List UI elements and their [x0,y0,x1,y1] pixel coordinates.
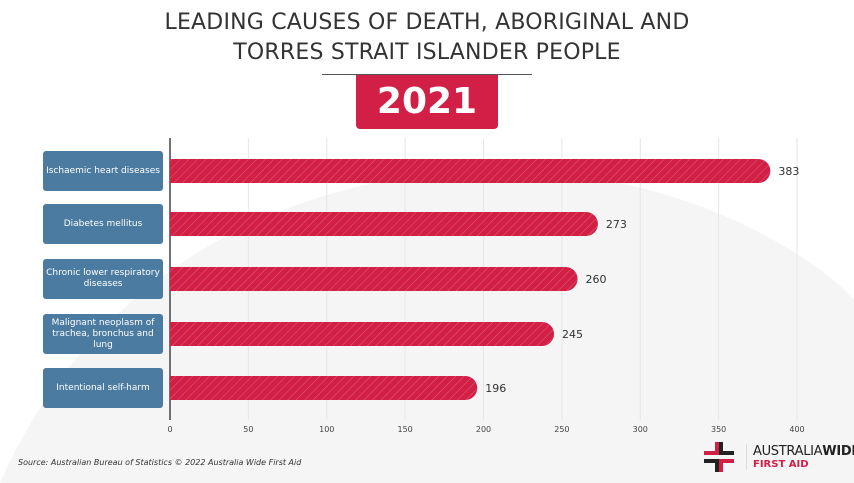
x-tick-label: 100 [319,425,334,434]
category-label: Intentional self-harm [43,368,163,408]
logo: AUSTRALIAWIDEFIRST AID [704,442,854,472]
bar-value-label: 273 [606,218,627,231]
bar-value-label: 383 [778,165,799,178]
category-label: Chronic lower respiratory diseases [43,259,163,299]
x-tick-label: 200 [476,425,491,434]
bar-value-label: 260 [586,273,607,286]
bar-value-label: 245 [562,328,583,341]
category-label: Ischaemic heart diseases [43,151,163,191]
bar [170,159,771,183]
cross-logo-icon [704,442,734,472]
source-note: Source: Australian Bureau of Statistics … [18,458,302,467]
title-divider [322,74,532,75]
year-badge: 2021 [356,75,498,129]
bar [170,212,598,236]
x-tick-label: 0 [167,425,172,434]
x-tick-label: 250 [554,425,569,434]
chart-title: LEADING CAUSES OF DEATH, ABORIGINAL AND T… [164,10,690,65]
bar [170,322,555,346]
bar-value-label: 196 [485,382,506,395]
bar [170,267,578,291]
x-tick-label: 400 [789,425,804,434]
x-tick-label: 300 [633,425,648,434]
x-tick-label: 50 [243,425,253,434]
category-label: Malignant neoplasm of trachea, bronchus … [43,314,163,354]
x-tick-label: 150 [397,425,412,434]
x-tick-label: 350 [711,425,726,434]
bar [170,376,478,400]
category-label: Diabetes mellitus [43,204,163,244]
